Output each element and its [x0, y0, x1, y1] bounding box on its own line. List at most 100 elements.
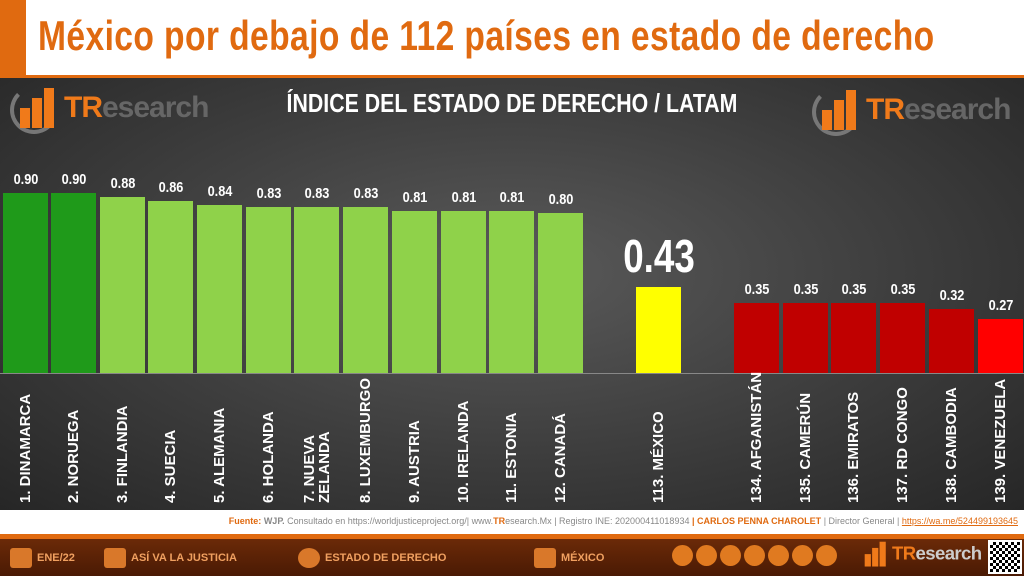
category-label: 2. NORUEGA: [51, 378, 96, 503]
category-label-text: 135. CAMERÚN: [797, 392, 814, 503]
bar: [197, 205, 242, 373]
category-label: 10. IRELANDA: [441, 378, 486, 503]
tresearch-logo-footer: TResearch: [856, 538, 982, 570]
accent-stripe: [0, 0, 26, 78]
value-label: 0.83: [353, 185, 378, 202]
bar: [880, 303, 925, 373]
footer-item-estado[interactable]: ESTADO DE DERECHO: [298, 548, 446, 568]
chart-baseline: [0, 373, 1024, 374]
logo-chart-icon: [6, 82, 64, 134]
bar: [929, 309, 974, 373]
category-label: 137. RD CONGO: [880, 378, 925, 503]
value-label: 0.84: [207, 183, 232, 200]
category-label-text: 10. IRELANDA: [455, 400, 472, 503]
category-label-text: 136. EMIRATOS: [845, 391, 862, 503]
footer-item-mexico[interactable]: MÉXICO: [534, 548, 604, 568]
category-label: 5. ALEMANIA: [197, 378, 242, 503]
category-label: 139. VENEZUELA: [978, 378, 1023, 503]
chart-bubble-icon: [298, 548, 320, 568]
bar: [978, 319, 1023, 373]
logo-chart-icon: [856, 538, 892, 570]
category-label: 113. MÉXICO: [636, 378, 681, 503]
page-title: México por debajo de 112 países en estad…: [38, 12, 935, 59]
category-label: 3. FINLANDIA: [100, 378, 145, 504]
category-label-text: 134. AFGANISTÁN: [748, 371, 765, 503]
logo-chart-icon: [808, 84, 866, 136]
chart-title: ÍNDICE DEL ESTADO DE DERECHO / LATAM: [286, 88, 738, 118]
value-label: 0.81: [499, 189, 524, 206]
bar: [831, 303, 876, 373]
tresearch-logo-right: TResearch: [808, 84, 1011, 136]
value-label: 0.80: [548, 191, 573, 208]
map-pin-icon: [534, 548, 556, 568]
category-label-text: 12. CANADÁ: [552, 412, 569, 503]
value-label: 0.81: [402, 189, 427, 206]
value-label: 0.35: [841, 281, 866, 298]
title-bar: [0, 0, 1024, 78]
value-label: 0.43: [622, 230, 695, 282]
category-label-text: 3. FINLANDIA: [114, 405, 131, 504]
category-label: 6. HOLANDA: [246, 378, 291, 503]
youtube-icon[interactable]: [816, 545, 837, 566]
twitter-icon[interactable]: [744, 545, 765, 566]
bar: [489, 211, 534, 373]
value-label: 0.86: [158, 179, 183, 196]
facebook-icon[interactable]: [768, 545, 789, 566]
value-label: 0.83: [304, 185, 329, 202]
globe-icon[interactable]: [672, 545, 693, 566]
bar: [294, 207, 339, 373]
category-label-text: 138. CAMBODIA: [943, 387, 960, 503]
bar: [100, 197, 145, 373]
bar: [246, 207, 291, 373]
category-label: 1. DINAMARCA: [3, 378, 48, 503]
value-label: 0.90: [61, 171, 86, 188]
value-label: 0.32: [939, 287, 964, 304]
value-label: 0.83: [256, 185, 281, 202]
bar: [734, 303, 779, 373]
bar: [343, 207, 388, 373]
category-label-text: 9. AUSTRIA: [406, 420, 423, 503]
source-line: Fuente: WJP. Consultado en https://world…: [0, 510, 1024, 534]
category-label-text: 1. DINAMARCA: [17, 393, 34, 503]
category-label: 12. CANADÁ: [538, 378, 583, 503]
category-label: 138. CAMBODIA: [929, 378, 974, 503]
category-label: 9. AUSTRIA: [392, 378, 437, 503]
category-label: 11. ESTONIA: [489, 378, 534, 503]
value-label: 0.88: [110, 175, 135, 192]
category-label-text: 113. MÉXICO: [650, 411, 667, 503]
bar: [538, 213, 583, 373]
value-label: 0.35: [890, 281, 915, 298]
bar: [392, 211, 437, 373]
category-label-text: 6. HOLANDA: [260, 411, 277, 503]
phone-icon[interactable]: [696, 545, 717, 566]
bar: [783, 303, 828, 373]
linkedin-icon[interactable]: [792, 545, 813, 566]
category-label-text: 7. NUEVA ZELANDA: [300, 431, 333, 503]
calendar-icon: [10, 548, 32, 568]
category-label-text: 8. LUXEMBURGO: [357, 377, 374, 503]
footer-item-justicia[interactable]: ASÍ VA LA JUSTICIA: [104, 548, 237, 568]
category-label-text: 5. ALEMANIA: [211, 407, 228, 503]
qr-code[interactable]: [988, 540, 1022, 574]
mail-icon[interactable]: [720, 545, 741, 566]
value-label: 0.35: [793, 281, 818, 298]
value-label: 0.90: [13, 171, 38, 188]
category-label-text: 4. SUECIA: [162, 429, 179, 503]
category-label-text: 2. NORUEGA: [65, 409, 82, 503]
category-label-text: 11. ESTONIA: [503, 412, 520, 503]
bar: [3, 193, 48, 373]
whatsapp-link[interactable]: https://wa.me/524499193645: [901, 516, 1018, 526]
bar: [441, 211, 486, 373]
category-label: 4. SUECIA: [148, 378, 193, 503]
category-label: 8. LUXEMBURGO: [343, 378, 388, 503]
category-label-text: 137. RD CONGO: [894, 387, 911, 503]
value-label: 0.27: [988, 297, 1013, 314]
document-icon: [104, 548, 126, 568]
category-label: 134. AFGANISTÁN: [734, 371, 779, 503]
value-label: 0.35: [744, 281, 769, 298]
bar: [148, 201, 193, 373]
tresearch-logo-left: TResearch: [6, 82, 209, 134]
footer-bar: [0, 534, 1024, 576]
category-label-text: 139. VENEZUELA: [992, 378, 1009, 503]
category-label: 136. EMIRATOS: [831, 378, 876, 503]
